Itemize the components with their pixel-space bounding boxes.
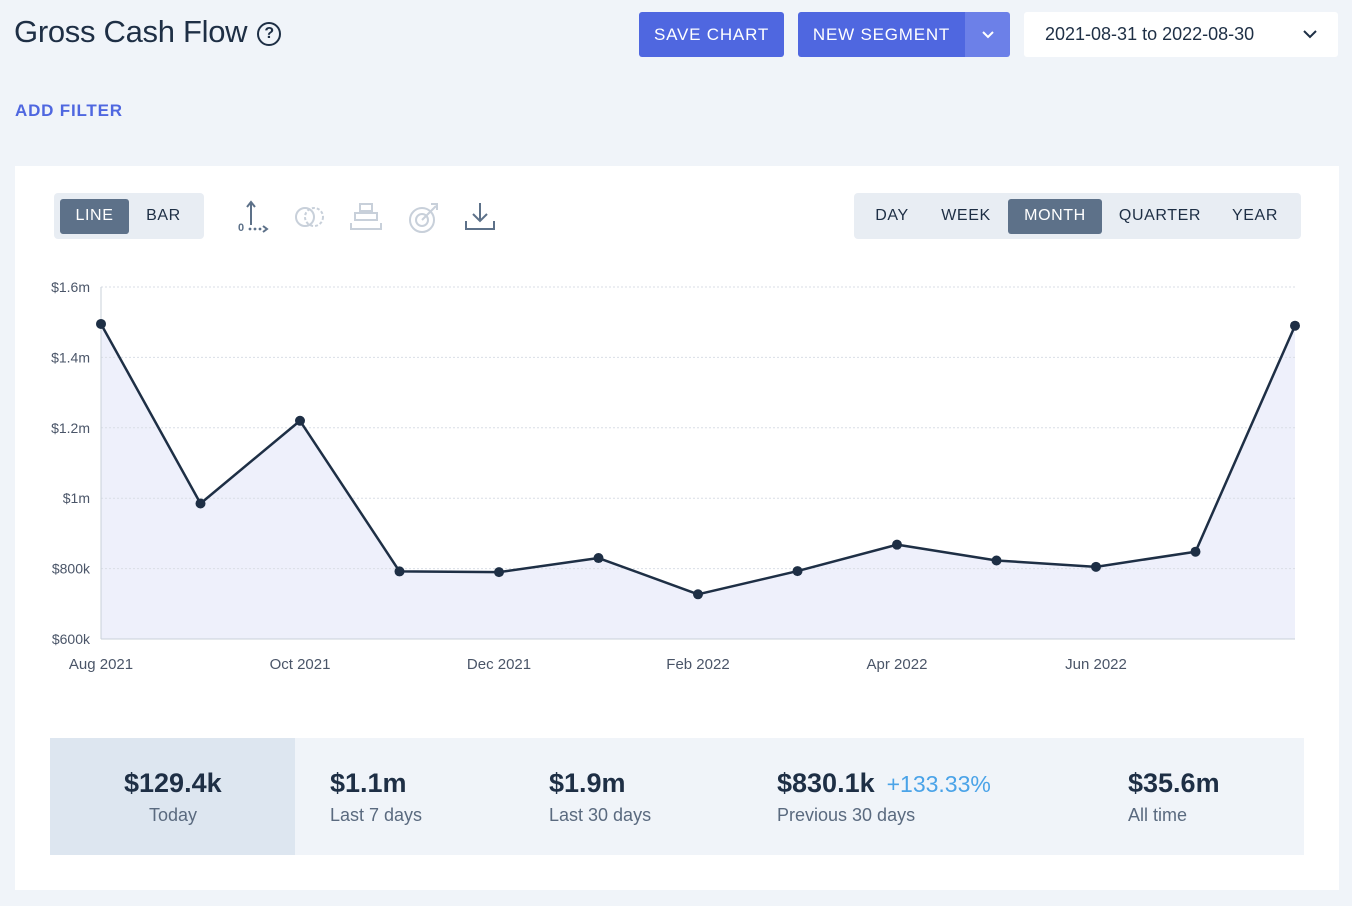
date-range-value: 2021-08-31 to 2022-08-30: [1045, 24, 1255, 44]
new-segment-dropdown-button[interactable]: [965, 12, 1010, 57]
data-point: [494, 567, 504, 578]
stat-value: $1.9m: [549, 768, 626, 798]
data-point: [1190, 546, 1201, 557]
stat-value: $35.6m: [1128, 768, 1220, 798]
y-tick-label: $600k: [52, 631, 91, 647]
help-icon-glyph: ?: [264, 24, 275, 42]
stat-value: $129.4k: [124, 768, 222, 798]
help-icon[interactable]: ?: [257, 21, 282, 46]
line-chart: $600k $800k $1m $1.2m $1.4m $1.6m Aug 2021 Oct …: [51, 279, 1300, 673]
new-segment-button[interactable]: NEW SEGMENT: [798, 12, 965, 57]
chevron-down-icon: [1303, 30, 1317, 39]
period-quarter[interactable]: QUARTER: [1118, 207, 1202, 224]
stat-last-30-days[interactable]: $1.9m Last 30 days: [515, 738, 745, 855]
period-toggle: DAY WEEK MONTH QUARTER YEAR: [854, 193, 1301, 239]
data-point: [1290, 320, 1300, 331]
add-filter-link[interactable]: ADD FILTER: [15, 101, 123, 120]
x-tick-label: Apr 2022: [867, 656, 928, 673]
data-point: [195, 498, 206, 509]
stat-value-number: $830.1k: [777, 768, 875, 798]
x-tick-label: Feb 2022: [666, 656, 729, 673]
x-tick-label: Jun 2022: [1065, 656, 1127, 673]
stat-label: All time: [1128, 805, 1188, 825]
data-point: [394, 566, 405, 577]
stat-last-7-days[interactable]: $1.1m Last 7 days: [295, 738, 515, 855]
stat-change: +133.33%: [886, 771, 991, 797]
data-point: [593, 553, 604, 564]
x-tick-label: Oct 2021: [270, 656, 331, 673]
save-chart-button[interactable]: SAVE CHART: [639, 12, 784, 57]
stat-value: $1.1m: [330, 768, 407, 798]
x-tick-label: Dec 2021: [467, 656, 531, 673]
stack-icon[interactable]: [348, 199, 384, 235]
data-point: [96, 318, 106, 329]
period-week[interactable]: WEEK: [941, 207, 991, 224]
chevron-down-icon: [981, 30, 994, 38]
stats-bar: $129.4k Today $1.1m Last 7 days $1.9m La…: [50, 738, 1304, 855]
date-range-select[interactable]: 2021-08-31 to 2022-08-30: [1024, 12, 1338, 57]
data-point: [1091, 561, 1101, 572]
goal-icon[interactable]: [406, 199, 442, 235]
svg-text:0: 0: [238, 222, 244, 234]
axis-icon[interactable]: 0: [235, 199, 271, 235]
chart-type-toggle: LINE BAR: [54, 193, 204, 239]
stat-label: Today: [149, 805, 198, 825]
period-day[interactable]: DAY: [875, 207, 909, 224]
chart-type-line[interactable]: LINE: [60, 198, 129, 234]
chart-card: LINE BAR 0: [15, 166, 1339, 890]
stat-today[interactable]: $129.4k Today: [50, 738, 295, 855]
stat-label: Last 30 days: [549, 805, 652, 825]
data-point: [693, 589, 703, 600]
stat-label: Last 7 days: [330, 805, 423, 825]
y-tick-label: $1m: [63, 490, 90, 506]
stat-previous-30-days[interactable]: $830.1k +133.33% Previous 30 days: [745, 738, 1095, 855]
stat-all-time[interactable]: $35.6m All time: [1095, 738, 1304, 855]
data-point: [892, 539, 902, 550]
data-point: [991, 555, 1002, 566]
page-title: Gross Cash Flow: [14, 14, 248, 49]
y-tick-label: $1.6m: [51, 279, 90, 295]
y-tick-label: $1.4m: [51, 349, 90, 365]
y-tick-label: $800k: [52, 561, 91, 577]
period-month[interactable]: MONTH: [1008, 198, 1102, 234]
period-year[interactable]: YEAR: [1232, 207, 1278, 224]
page-header: Gross Cash Flow ?: [14, 14, 282, 50]
stat-value: $830.1k +133.33%: [777, 768, 991, 799]
download-icon[interactable]: [462, 199, 498, 235]
compare-icon[interactable]: [292, 199, 328, 235]
data-point: [792, 566, 803, 577]
stat-label: Previous 30 days: [777, 805, 916, 825]
y-tick-label: $1.2m: [51, 420, 90, 436]
chart-type-bar[interactable]: BAR: [146, 207, 181, 224]
x-tick-label: Aug 2021: [69, 656, 133, 673]
data-point: [295, 415, 305, 426]
